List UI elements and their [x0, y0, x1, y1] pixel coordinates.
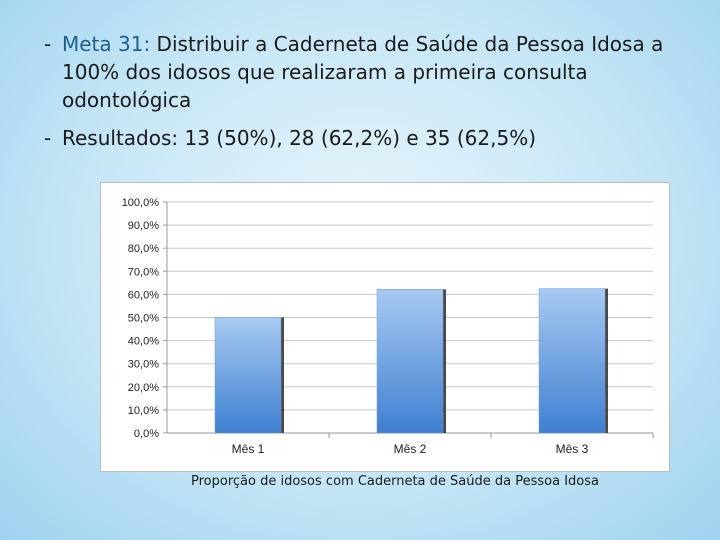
y-tick-label: 70,0%: [128, 266, 159, 278]
x-tick-label: Mês 2: [394, 442, 427, 456]
bullet-dash-icon: -: [44, 126, 52, 150]
chart-container: 0,0% 10,0% 20,0% 30,0% 40,0% 50,0% 60,0% 70,0% 8…: [100, 182, 670, 472]
x-tick-label: Mês 1: [232, 442, 265, 456]
y-tick-label: 40,0%: [128, 336, 159, 348]
y-tick-label: 30,0%: [128, 359, 159, 371]
y-tick-label: 20,0%: [128, 382, 159, 394]
y-tick-label: 50,0%: [128, 313, 159, 325]
bar-chart: 0,0% 10,0% 20,0% 30,0% 40,0% 50,0% 60,0% 70,0% 8…: [122, 197, 654, 456]
bullet-dash-icon: -: [44, 32, 52, 56]
y-tick-label: 0,0%: [134, 428, 159, 440]
bar-1: [214, 317, 282, 434]
bar-2: [376, 289, 444, 434]
bullet-results-text: Resultados: 13 (50%), 28 (62,2%) e 35 (6…: [62, 126, 536, 150]
bullet-meta-text: Distribuir a Caderneta de Saúde da Pesso…: [62, 32, 664, 112]
bar-3: [538, 288, 606, 434]
y-tick-label: 100,0%: [122, 197, 160, 209]
y-tick-label: 80,0%: [128, 243, 159, 255]
bullet-meta: - Meta 31: Distribuir a Caderneta de Saú…: [22, 30, 712, 114]
y-tick-label: 90,0%: [128, 220, 159, 232]
x-tick-label: Mês 3: [556, 442, 589, 456]
y-tick-label: 60,0%: [128, 289, 159, 301]
chart-caption: Proporção de idosos com Caderneta de Saú…: [191, 474, 599, 489]
bullet-results: - Resultados: 13 (50%), 28 (62,2%) e 35 …: [22, 124, 712, 152]
y-tick-label: 10,0%: [128, 405, 159, 417]
bullet-list: - Meta 31: Distribuir a Caderneta de Saú…: [22, 30, 712, 152]
bullet-meta-label: Meta 31:: [62, 32, 151, 56]
